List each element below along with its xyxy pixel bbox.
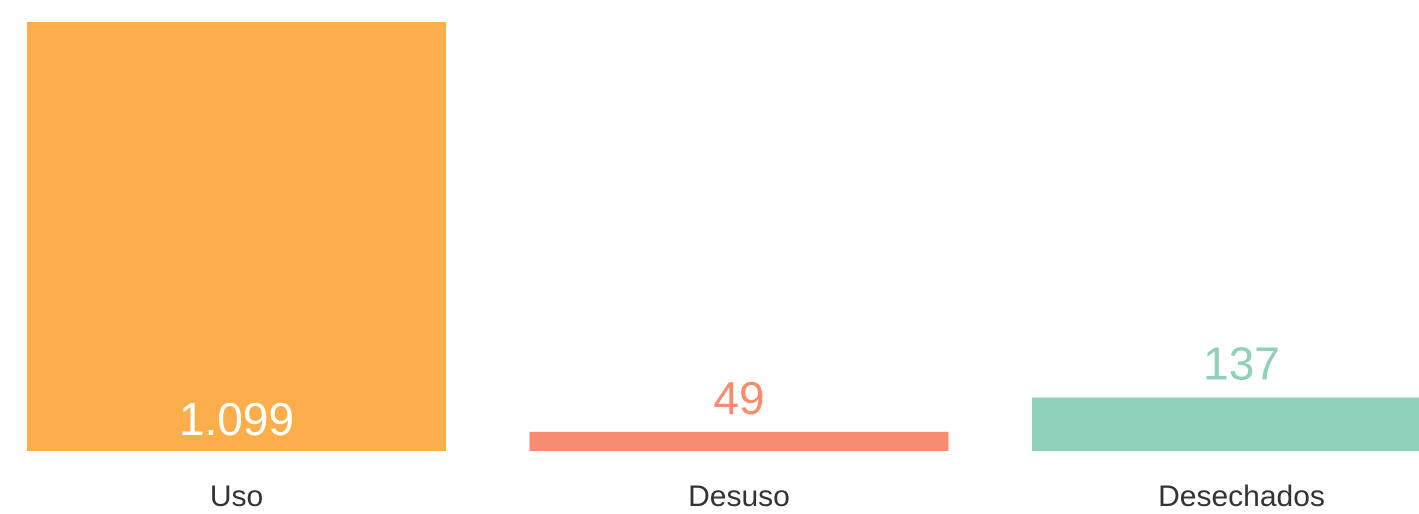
bar: [529, 431, 949, 451]
x-tick-label: Desuso: [688, 480, 790, 513]
value-label: 49: [713, 372, 764, 424]
bar: [1032, 397, 1419, 451]
bar: [27, 22, 446, 451]
x-tick-label: Desechados: [1158, 480, 1325, 513]
value-label: 1.099: [179, 393, 294, 445]
x-tick-label: Uso: [210, 480, 263, 513]
value-label: 137: [1203, 338, 1280, 390]
